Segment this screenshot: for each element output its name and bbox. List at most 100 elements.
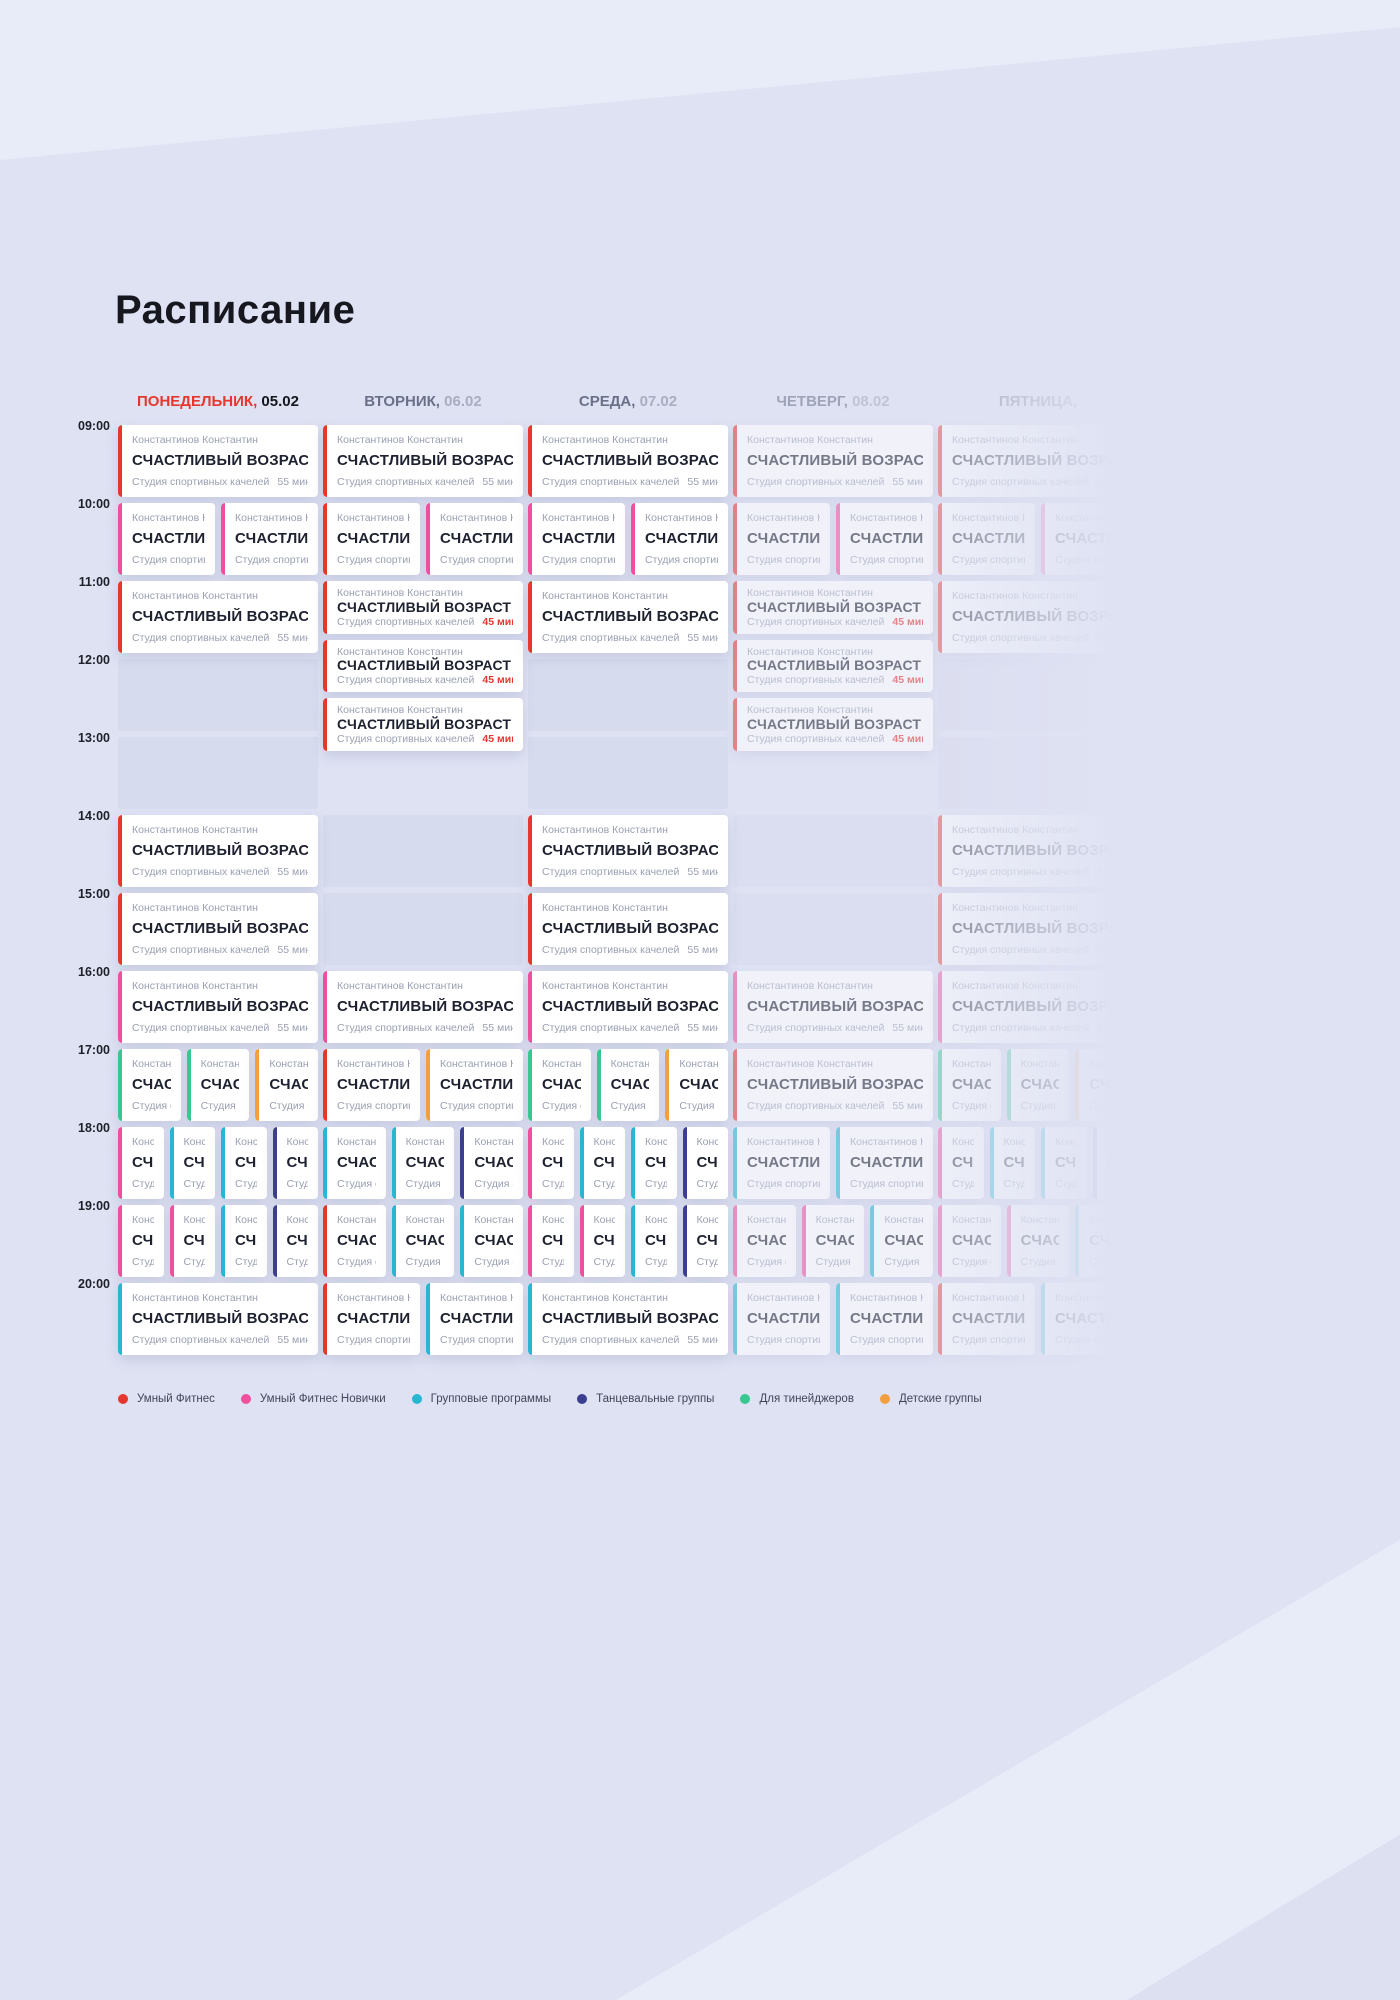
card-title: СЧАСТЛИВЫЙ ВОЗРАСТ	[337, 1076, 410, 1094]
card-meta: Студия спортивных качелей 55 мин	[132, 476, 308, 489]
card-title: СЧАСТЛИВЫЙ ВОЗРАСТ	[542, 842, 718, 860]
card-duration: 55 мин	[687, 1022, 718, 1035]
time-label: 09:00	[78, 419, 110, 433]
card-trainer: Константинов Константин	[440, 512, 513, 524]
card-meta: Студия спортивных качелей 55 мин	[132, 866, 308, 879]
card-title: СЧАСТЛИВЫЙ ВОЗРАСТ	[132, 530, 205, 548]
legend-label: Умный Фитнес Новички	[259, 1393, 386, 1405]
card-duration: 55 мин	[1097, 476, 1128, 489]
card-title: СЧАСТЛИВЫЙ ВОЗРАСТ	[337, 452, 513, 470]
